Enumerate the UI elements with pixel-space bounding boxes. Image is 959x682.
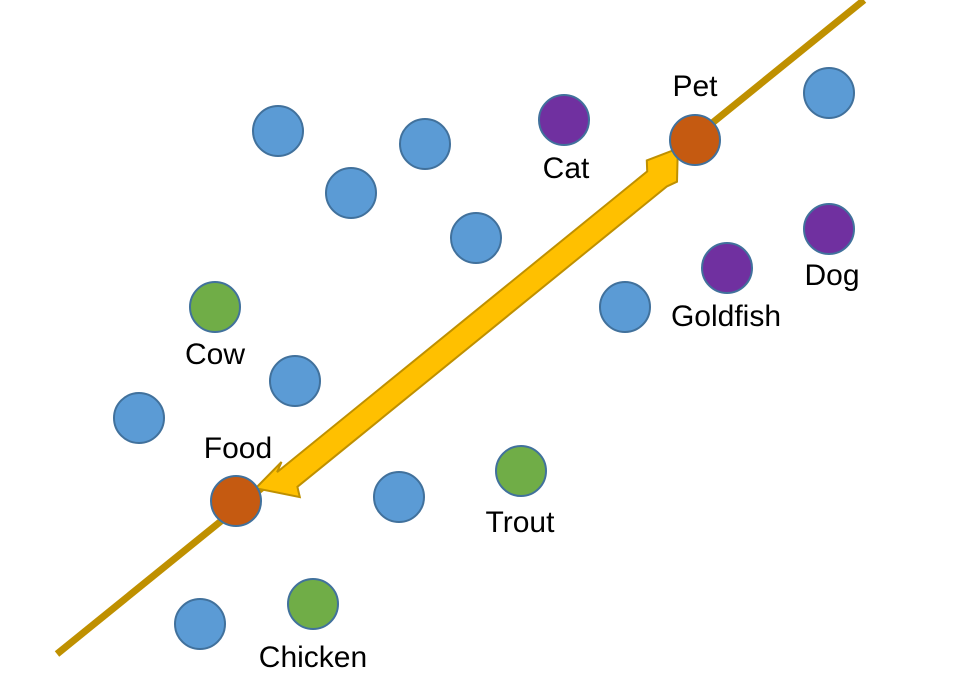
goldfish-node [701, 242, 753, 294]
trout-label: Trout [486, 506, 556, 539]
chicken-label: Chicken [259, 641, 367, 674]
chicken-node [287, 578, 339, 630]
goldfish-label: Goldfish [671, 300, 781, 333]
cow-label: Cow [185, 338, 245, 371]
unlabeled-node [269, 355, 321, 407]
cat-node [538, 94, 590, 146]
pet-nodes [538, 94, 855, 294]
food-nodes [189, 281, 547, 630]
pet-label: Pet [672, 70, 718, 103]
unlabeled-node [450, 212, 502, 264]
dog-node [803, 203, 855, 255]
trout-node [495, 445, 547, 497]
dog-label: Dog [804, 259, 859, 292]
unlabeled-node [399, 118, 451, 170]
unlabeled-node [599, 281, 651, 333]
food-anchor-node [210, 475, 262, 527]
unlabeled-node [373, 471, 425, 523]
pet-anchor-node [669, 114, 721, 166]
food-label: Food [204, 432, 272, 465]
unlabeled-node [113, 392, 165, 444]
unlabeled-nodes [113, 67, 855, 650]
cow-node [189, 281, 241, 333]
unlabeled-node [252, 105, 304, 157]
cat-label: Cat [543, 152, 590, 185]
unlabeled-node [803, 67, 855, 119]
anchor-nodes [210, 114, 721, 527]
unlabeled-node [174, 598, 226, 650]
unlabeled-node [325, 167, 377, 219]
